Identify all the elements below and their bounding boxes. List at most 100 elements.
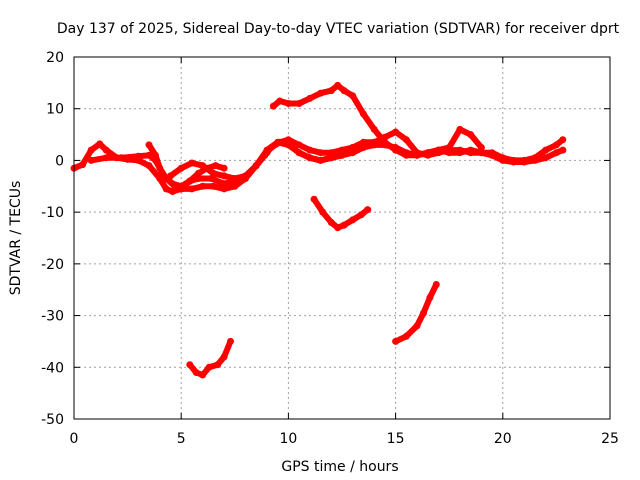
data-point <box>96 140 104 148</box>
data-point <box>317 89 325 97</box>
data-point <box>426 294 434 301</box>
data-point <box>552 141 560 149</box>
data-point <box>392 146 400 154</box>
data-point <box>145 162 153 170</box>
data-point <box>477 144 485 151</box>
data-point <box>199 162 207 170</box>
data-point <box>212 162 219 170</box>
data-point <box>359 138 367 146</box>
data-point <box>370 138 378 146</box>
data-point <box>392 128 400 136</box>
data-point <box>531 154 539 162</box>
data-point <box>188 185 196 193</box>
data-point <box>295 141 303 149</box>
data-point <box>263 146 271 154</box>
data-point <box>227 337 234 345</box>
data-point <box>340 87 348 95</box>
data-point <box>420 309 427 317</box>
data-point <box>402 332 410 340</box>
data-point <box>152 151 159 159</box>
data-point <box>87 156 95 164</box>
data-point <box>488 149 496 157</box>
data-point <box>79 161 87 169</box>
data-point <box>188 159 196 167</box>
data-point <box>276 97 284 105</box>
y-tick-label: -20 <box>41 257 64 273</box>
data-point <box>194 169 202 177</box>
data-point <box>349 92 357 100</box>
data-point <box>284 100 292 107</box>
data-point <box>542 146 550 154</box>
y-tick-label: 20 <box>46 50 64 66</box>
data-point <box>242 172 249 180</box>
data-point <box>102 146 110 154</box>
data-point <box>306 154 314 162</box>
x-tick-label: 25 <box>601 431 619 447</box>
data-point <box>317 156 325 164</box>
y-tick-label: -50 <box>41 412 64 428</box>
x-tick-label: 0 <box>70 431 79 447</box>
data-point <box>542 154 550 162</box>
data-point <box>510 156 517 164</box>
data-point <box>413 322 421 330</box>
data-point <box>117 154 125 162</box>
data-point <box>284 141 292 149</box>
data-point <box>220 353 228 361</box>
data-point <box>295 100 303 107</box>
data-point <box>186 361 194 369</box>
data-point <box>445 146 453 154</box>
data-point <box>194 175 202 182</box>
data-point <box>424 151 432 159</box>
data-point <box>102 154 110 162</box>
data-point <box>392 337 400 345</box>
data-point <box>340 221 348 229</box>
data-point <box>402 151 410 159</box>
data-point <box>456 125 464 133</box>
data-point <box>145 141 153 149</box>
data-point <box>467 149 475 157</box>
data-point <box>220 172 228 180</box>
x-tick-label: 10 <box>279 431 297 447</box>
x-tick-label: 20 <box>494 431 512 447</box>
data-point <box>177 185 185 193</box>
data-point <box>364 206 372 214</box>
data-point <box>499 154 507 162</box>
series-line-arc-2 <box>88 136 356 190</box>
data-point <box>334 224 342 232</box>
data-point <box>220 185 228 193</box>
data-point <box>162 185 170 193</box>
data-point <box>145 151 153 159</box>
data-point <box>432 281 440 288</box>
y-tick-label: -30 <box>41 309 64 325</box>
y-tick-label: -40 <box>41 360 64 376</box>
data-point <box>467 131 475 139</box>
data-point <box>413 149 421 157</box>
data-point <box>338 151 346 159</box>
data-point <box>209 169 217 177</box>
data-point <box>134 152 142 160</box>
data-point <box>381 133 389 141</box>
data-point <box>192 369 200 376</box>
data-point <box>319 208 327 216</box>
data-point <box>306 94 314 102</box>
data-point <box>402 136 410 144</box>
data-point <box>167 172 174 180</box>
data-point <box>87 146 95 154</box>
data-point <box>317 149 325 157</box>
data-point <box>327 154 335 162</box>
data-point <box>306 146 314 154</box>
x-tick-label: 5 <box>177 431 186 447</box>
data-point <box>199 371 207 379</box>
data-point <box>327 219 335 226</box>
data-point <box>220 164 228 172</box>
series-line-arc-10 <box>392 281 440 345</box>
y-axis-label: SDTVAR / TECUs <box>8 181 24 296</box>
data-point <box>349 144 357 151</box>
tick-labels: 0 5 10 15 20 25 -50 -40 -30 -20 -10 0 10 20 <box>41 50 619 447</box>
data-point <box>231 182 239 190</box>
data-point <box>370 125 378 133</box>
data-point <box>171 182 179 190</box>
data-point <box>349 216 357 224</box>
data-point <box>199 182 207 190</box>
data-point <box>456 146 464 154</box>
